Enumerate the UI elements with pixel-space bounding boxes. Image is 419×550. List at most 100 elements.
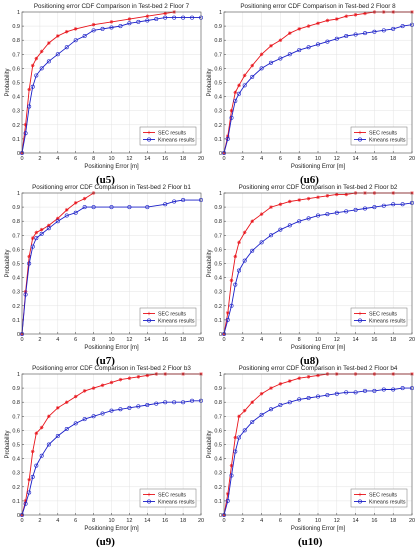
series-line-sec	[21, 192, 94, 335]
x-tick-label: 6	[74, 337, 77, 343]
data-point-kmeans	[334, 391, 339, 396]
data-point-kmeans	[136, 19, 141, 24]
marker-stroke	[288, 31, 292, 35]
data-point-kmeans	[233, 98, 238, 103]
data-point-sec	[64, 400, 69, 404]
marker-stroke	[47, 223, 51, 227]
data-point-kmeans	[242, 258, 247, 263]
y-axis-label: Probability	[207, 68, 213, 96]
x-tick-label: 20	[198, 518, 204, 524]
data-point-kmeans	[315, 213, 320, 218]
marker-stroke	[34, 57, 38, 61]
data-point-kmeans	[334, 36, 339, 41]
x-tick-label: 2	[38, 156, 41, 162]
data-point-kmeans	[23, 131, 28, 136]
data-point-kmeans	[30, 244, 35, 249]
y-tick-label: 0	[17, 151, 20, 157]
data-point-kmeans	[181, 400, 186, 405]
legend-label: SEC results	[158, 493, 186, 499]
x-tick-label: 6	[279, 156, 282, 162]
x-tick-label: 10	[315, 156, 321, 162]
x-tick-label: 8	[298, 518, 301, 524]
data-point-kmeans	[400, 24, 405, 29]
x-tick-label: 18	[180, 518, 186, 524]
data-point-kmeans	[225, 136, 230, 141]
data-point-kmeans	[30, 84, 35, 89]
data-point-sec	[233, 435, 238, 440]
y-tick-label: 0.7	[12, 233, 20, 239]
marker-stroke	[47, 414, 51, 418]
x-tick-label: 4	[260, 518, 263, 524]
data-point-kmeans	[190, 15, 195, 20]
legend-marker-kmeans	[147, 499, 152, 504]
y-tick-label: 0.4	[214, 457, 222, 463]
data-point-sec	[82, 196, 87, 201]
y-axis-label: Probability	[207, 430, 213, 458]
data-point-kmeans	[39, 66, 44, 71]
y-tick-label: 1	[219, 10, 222, 16]
data-point-kmeans	[278, 403, 283, 408]
y-tick-label: 1	[17, 191, 20, 197]
y-axis-label: Probability	[5, 68, 11, 96]
data-point-sec	[127, 17, 132, 21]
x-tick-label: 0	[222, 518, 225, 524]
y-tick-label: 0.1	[214, 137, 222, 143]
marker-stroke	[260, 392, 264, 396]
data-point-sec	[237, 414, 241, 419]
data-point-kmeans	[242, 428, 247, 433]
data-point-kmeans	[190, 398, 195, 403]
y-tick-label: 0.5	[214, 262, 222, 268]
data-point-kmeans	[362, 206, 367, 211]
data-point-kmeans	[172, 199, 177, 204]
x-tick-label: 0	[20, 337, 23, 343]
data-point-kmeans	[39, 231, 44, 236]
legend-marker-sec	[358, 311, 362, 316]
y-axis-label: Probability	[5, 249, 11, 277]
plot-border	[223, 373, 413, 516]
data-point-sec	[242, 408, 247, 413]
data-point-kmeans	[100, 26, 105, 31]
x-tick-label: 12	[126, 156, 132, 162]
y-tick-label: 0.4	[214, 276, 222, 282]
x-tick-label: 8	[92, 518, 95, 524]
data-point-kmeans	[46, 226, 51, 231]
data-point-kmeans	[362, 31, 367, 36]
x-tick-label: 12	[334, 337, 340, 343]
x-tick-label: 0	[20, 156, 23, 162]
y-tick-label: 0.5	[214, 81, 222, 87]
chart-title: Positioning error CDF Comparison in Test…	[32, 365, 191, 372]
x-tick-label: 6	[279, 518, 282, 524]
marker-stroke	[34, 431, 38, 435]
data-point-kmeans	[82, 205, 87, 210]
marker-stroke	[118, 378, 122, 382]
marker-stroke	[260, 212, 264, 216]
marker-stroke	[163, 11, 167, 15]
y-tick-label: 0.4	[214, 95, 222, 101]
marker-stroke	[65, 30, 69, 34]
data-point-kmeans	[372, 388, 377, 393]
marker-stroke	[335, 17, 339, 21]
data-point-kmeans	[391, 202, 396, 207]
x-tick-label: 16	[162, 156, 168, 162]
legend-marker-kmeans	[147, 318, 152, 323]
data-point-kmeans	[344, 390, 349, 395]
y-tick-label: 0.5	[12, 443, 20, 449]
caption-u8: (u8)	[300, 355, 319, 367]
marker-stroke	[92, 386, 96, 390]
data-point-kmeans	[145, 403, 150, 408]
y-tick-label: 0.9	[214, 24, 222, 30]
caption-u7: (u7)	[96, 355, 115, 367]
caption-u9: (u9)	[96, 536, 115, 548]
chart-title: Positioning error CDF Comparison in Test…	[32, 184, 191, 191]
marker-stroke	[27, 88, 31, 92]
x-tick-label: 10	[315, 337, 321, 343]
data-point-kmeans	[34, 236, 39, 241]
marker-stroke	[40, 49, 44, 53]
y-axis-label: Probability	[5, 430, 11, 458]
marker-stroke	[233, 435, 237, 439]
x-tick-label: 8	[92, 156, 95, 162]
data-point-sec	[34, 431, 39, 436]
marker-stroke	[47, 41, 51, 45]
